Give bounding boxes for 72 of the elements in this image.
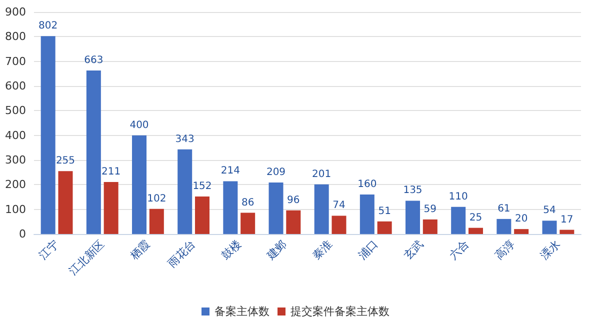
data-label: 51 <box>378 206 391 217</box>
bar <box>560 230 574 234</box>
data-label: 663 <box>84 54 104 66</box>
bar <box>104 182 118 234</box>
data-label: 211 <box>102 166 121 178</box>
bar <box>406 200 420 234</box>
data-label: 110 <box>448 191 468 202</box>
x-tick-label: 玄武 <box>401 237 426 262</box>
bar <box>286 210 301 234</box>
bar <box>178 149 192 234</box>
bar <box>496 218 512 234</box>
y-tick-label: 200 <box>5 178 26 192</box>
bar <box>268 182 284 234</box>
bar <box>86 70 101 234</box>
data-label: 74 <box>332 200 346 212</box>
data-label: 20 <box>514 214 528 225</box>
data-label: 343 <box>175 134 194 145</box>
bar <box>132 135 147 234</box>
bar <box>360 194 374 234</box>
data-label: 17 <box>560 214 574 226</box>
data-label: 214 <box>220 166 240 177</box>
data-label: 102 <box>147 193 166 204</box>
data-label: 59 <box>424 204 437 215</box>
x-tick-label: 江北新区 <box>66 237 107 278</box>
legend-label: 提交案件备案主体数 <box>290 305 390 318</box>
data-label: 160 <box>358 179 377 190</box>
bar <box>240 212 256 234</box>
bar <box>451 206 466 234</box>
data-label: 54 <box>543 205 556 216</box>
x-tick-label: 江宁 <box>36 237 62 262</box>
x-tick-label: 秦淮 <box>310 237 335 262</box>
bar <box>149 208 164 234</box>
x-tick-label: 建邺 <box>264 237 290 263</box>
data-label: 61 <box>498 203 510 214</box>
x-tick-label: 浦口 <box>356 237 380 262</box>
data-label: 135 <box>403 185 422 196</box>
data-label: 400 <box>130 120 149 131</box>
bar <box>194 196 210 234</box>
x-tick-label: 高淳 <box>492 237 518 262</box>
x-tick-label: 栖霞 <box>127 237 153 263</box>
y-tick-label: 900 <box>5 6 26 18</box>
data-label: 802 <box>38 20 58 32</box>
y-tick-label: 500 <box>5 104 26 118</box>
bar <box>468 228 483 234</box>
y-tick-label: 0 <box>19 228 26 240</box>
bar <box>377 221 392 234</box>
y-tick-label: 700 <box>5 54 26 68</box>
bar <box>422 219 438 234</box>
bar <box>332 216 346 234</box>
bar <box>58 171 73 234</box>
bar <box>514 229 529 234</box>
data-label: 201 <box>312 168 332 180</box>
x-tick-label: 雨花台 <box>166 237 198 270</box>
y-tick-label: 100 <box>5 202 26 216</box>
y-tick-label: 800 <box>5 30 26 44</box>
data-label: 25 <box>469 212 482 224</box>
x-tick-label: 六合 <box>446 237 472 262</box>
y-tick-label: 600 <box>5 80 26 92</box>
bar <box>223 181 238 234</box>
y-tick-label: 300 <box>5 154 26 166</box>
x-tick-label: 溧水 <box>538 237 563 262</box>
data-label: 152 <box>192 181 212 192</box>
data-label: 86 <box>241 197 254 208</box>
bar <box>542 220 557 234</box>
y-tick-label: 400 <box>5 128 26 142</box>
data-label: 255 <box>56 156 76 167</box>
bar <box>40 36 56 234</box>
bar <box>314 184 329 234</box>
data-label: 209 <box>266 166 286 178</box>
legend-label: 备案主体数 <box>214 305 270 318</box>
data-label: 96 <box>287 194 300 206</box>
x-tick-label: 鼓楼 <box>218 237 244 262</box>
